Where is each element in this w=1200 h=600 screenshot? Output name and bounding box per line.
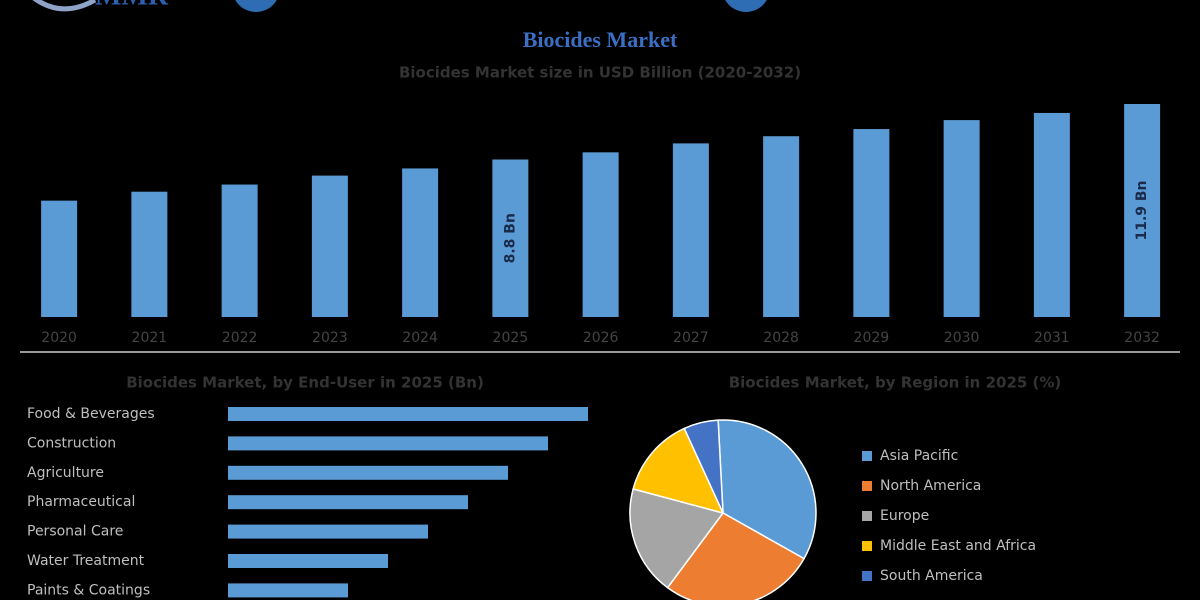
bar <box>853 129 890 317</box>
bar <box>311 175 348 317</box>
decor-circle <box>725 0 767 12</box>
value-label: 11.9 Bn <box>1134 180 1150 240</box>
legend-swatch <box>862 451 872 461</box>
x-tick-label: 2023 <box>312 330 348 346</box>
category-label: Agriculture <box>27 465 104 481</box>
category-label: Personal Care <box>27 524 123 540</box>
pie-slice <box>683 419 724 514</box>
bar <box>41 200 78 317</box>
bar <box>228 524 428 539</box>
pie-slice <box>666 512 806 600</box>
chart-title: Biocides Market, by Region in 2025 (%) <box>729 374 1062 392</box>
value-label: 8.8 Bn <box>502 213 518 263</box>
legend-label: North America <box>880 478 981 494</box>
bar <box>228 436 548 451</box>
x-tick-label: 2029 <box>854 330 890 346</box>
x-tick-label: 2021 <box>132 330 168 346</box>
category-label: Paints & Coatings <box>27 582 150 598</box>
bar <box>672 143 709 317</box>
logo: MMR <box>95 0 169 11</box>
legend-label: South America <box>880 568 983 584</box>
legend-label: Europe <box>880 508 929 524</box>
category-label: Water Treatment <box>27 553 145 569</box>
decor-circle <box>235 0 277 12</box>
x-tick-label: 2024 <box>402 330 438 346</box>
x-tick-label: 2020 <box>41 330 77 346</box>
bar <box>228 495 468 510</box>
bar <box>228 554 388 568</box>
bar <box>131 191 168 317</box>
bar <box>763 136 800 317</box>
category-label: Pharmaceutical <box>27 494 135 510</box>
bar <box>228 465 508 480</box>
bar <box>228 407 588 421</box>
logo-swoosh <box>32 0 97 12</box>
x-tick-label: 2031 <box>1034 330 1070 346</box>
bar <box>582 152 619 317</box>
bar <box>1124 104 1161 317</box>
x-tick-label: 2032 <box>1124 330 1160 346</box>
legend-swatch <box>862 481 872 491</box>
bar <box>228 583 348 598</box>
pie-slice <box>632 427 725 515</box>
bar <box>1033 112 1070 317</box>
x-tick-label: 2025 <box>493 330 529 346</box>
x-tick-label: 2028 <box>763 330 799 346</box>
bar <box>402 168 439 317</box>
pie-slice <box>629 488 725 589</box>
main-title: Biocides Market <box>523 27 678 52</box>
x-tick-label: 2030 <box>944 330 980 346</box>
category-label: Construction <box>27 435 116 451</box>
x-tick-label: 2022 <box>222 330 258 346</box>
chart-title: Biocides Market size in USD Billion (202… <box>399 64 801 82</box>
bar <box>221 184 258 317</box>
chart-title: Biocides Market, by End-User in 2025 (Bn… <box>126 374 484 392</box>
bar <box>943 120 980 317</box>
x-tick-label: 2027 <box>673 330 709 346</box>
legend-swatch <box>862 511 872 521</box>
x-tick-label: 2026 <box>583 330 619 346</box>
legend-swatch <box>862 571 872 581</box>
bar <box>492 159 529 317</box>
legend-swatch <box>862 541 872 551</box>
legend-label: Asia Pacific <box>880 448 958 464</box>
legend-label: Middle East and Africa <box>880 538 1036 554</box>
category-label: Food & Beverages <box>27 406 155 422</box>
